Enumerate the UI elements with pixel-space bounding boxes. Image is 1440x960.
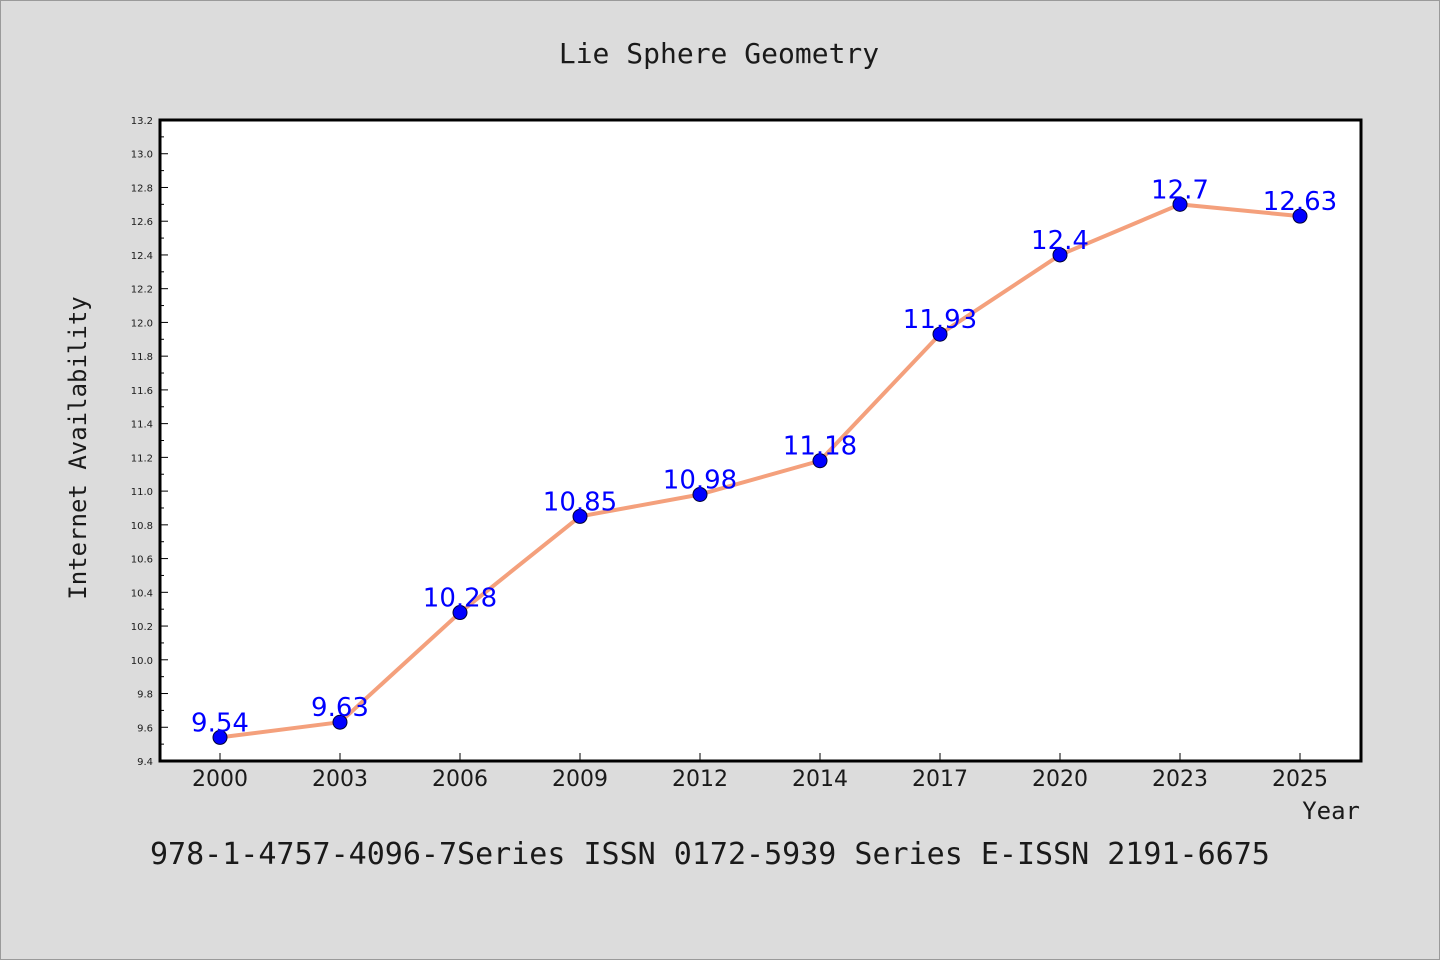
x-tick-label: 2020 (1032, 767, 1088, 792)
y-tick-label: 12.0 (131, 318, 153, 329)
y-tick-label: 11.8 (131, 352, 153, 363)
data-label: 10.28 (423, 584, 497, 614)
plot-border (158, 118, 1363, 763)
chart-title: Lie Sphere Geometry (559, 37, 879, 70)
x-axis-label: Year (1302, 797, 1360, 825)
y-tick-label: 12.8 (131, 183, 153, 194)
data-point (812, 453, 828, 469)
data-point (1172, 196, 1188, 212)
y-tick-label: 10.0 (131, 656, 153, 667)
y-axis-ticks: 9.4 9.6 9.8 10.0 10.2 10.4 10.6 10.8 11.0 11.2 11.… (131, 116, 168, 768)
data-point (572, 508, 588, 524)
data-point (212, 729, 228, 745)
x-tick-label: 2009 (552, 767, 608, 792)
y-tick-label: 9.6 (137, 723, 153, 734)
y-tick-label: 11.2 (131, 453, 153, 464)
data-label: 10.98 (663, 465, 737, 495)
data-label: 12.4 (1031, 226, 1089, 256)
data-point (332, 714, 348, 730)
y-tick-label: 11.6 (131, 386, 153, 397)
y-tick-label: 13.0 (131, 150, 153, 161)
x-tick-label: 2012 (672, 767, 728, 792)
plot-area (160, 120, 1361, 761)
series-layer: 9.54 9.63 10.28 10.85 10.98 11.18 11.93 12.4 12.… (191, 175, 1337, 745)
y-tick-label: 12.6 (131, 217, 153, 228)
data-point (1052, 247, 1068, 263)
data-label: 9.54 (191, 708, 249, 738)
x-tick-label: 2003 (312, 767, 368, 792)
data-label: 12.63 (1263, 187, 1337, 217)
x-tick-label: 2000 (192, 767, 248, 792)
data-label: 9.63 (311, 693, 369, 723)
data-point (452, 605, 468, 621)
y-tick-label: 11.4 (131, 420, 153, 431)
y-tick-label: 11.0 (131, 487, 153, 498)
footer-isbn-issn: 978-1-4757-4096-7Series ISSN 0172-5939 S… (150, 837, 1270, 872)
y-tick-label: 12.4 (131, 251, 153, 262)
data-point (1292, 208, 1308, 224)
y-tick-label: 12.2 (131, 285, 153, 296)
data-label: 11.18 (783, 432, 857, 462)
y-tick-label: 10.8 (131, 521, 153, 532)
x-axis-ticks: 2000 2003 2006 2009 2012 2014 2017 2020 2023 2025 (192, 753, 1328, 792)
x-tick-label: 2025 (1272, 767, 1328, 792)
y-tick-label: 9.8 (137, 690, 153, 701)
x-tick-label: 2014 (792, 767, 848, 792)
data-label: 12.7 (1151, 175, 1209, 205)
data-label: 11.93 (903, 305, 977, 335)
x-tick-label: 2017 (912, 767, 968, 792)
data-label: 10.85 (543, 487, 617, 517)
y-tick-label: 13.2 (131, 116, 153, 127)
y-axis-label: Internet Availability (64, 296, 92, 599)
data-point (692, 486, 708, 502)
y-tick-label: 10.6 (131, 555, 153, 566)
y-tick-label: 10.4 (131, 588, 153, 599)
x-tick-label: 2006 (432, 767, 488, 792)
series-line (218, 202, 1302, 740)
data-point (932, 326, 948, 342)
y-tick-label: 10.2 (131, 622, 153, 633)
x-tick-label: 2023 (1152, 767, 1208, 792)
y-tick-label: 9.4 (137, 757, 153, 768)
